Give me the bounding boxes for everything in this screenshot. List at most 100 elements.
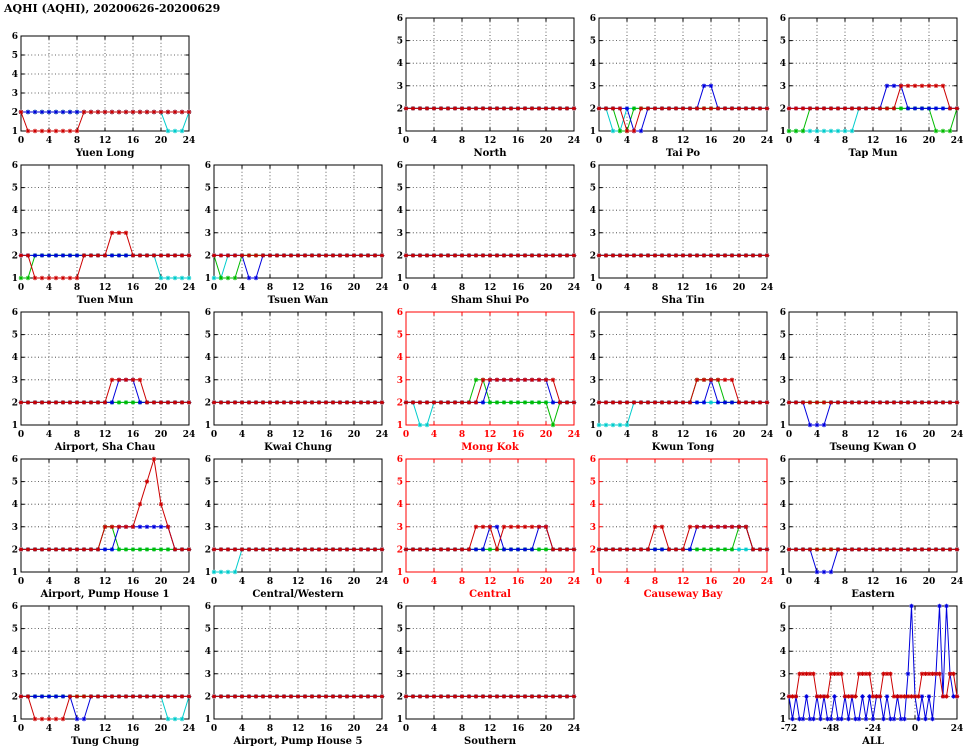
svg-text:16: 16	[127, 724, 140, 734]
svg-text:20: 20	[348, 283, 361, 293]
svg-text:3: 3	[12, 376, 18, 386]
svg-text:6: 6	[780, 308, 786, 318]
svg-text:Kwai Chung: Kwai Chung	[264, 442, 332, 453]
svg-text:3: 3	[205, 523, 211, 533]
svg-text:Tseung Kwan O: Tseung Kwan O	[830, 442, 917, 453]
svg-text:8: 8	[459, 283, 465, 293]
svg-text:12: 12	[484, 283, 497, 293]
svg-text:20: 20	[155, 430, 168, 440]
svg-text:6: 6	[590, 161, 596, 171]
svg-text:12: 12	[677, 283, 690, 293]
svg-text:2: 2	[12, 108, 18, 118]
svg-text:20: 20	[733, 577, 746, 587]
svg-text:24: 24	[183, 430, 196, 440]
svg-text:5: 5	[205, 478, 211, 488]
svg-text:0: 0	[18, 430, 24, 440]
svg-text:12: 12	[99, 430, 112, 440]
svg-text:16: 16	[320, 724, 333, 734]
svg-text:1: 1	[12, 568, 18, 578]
svg-text:8: 8	[842, 430, 848, 440]
svg-text:24: 24	[183, 724, 196, 734]
chart-airport-pump-house-1: 1 2 3 4 5 6 0 4 8 12 16 20 24 Airport, Pump House 1	[4, 454, 197, 601]
svg-text:3: 3	[205, 229, 211, 239]
svg-text:12: 12	[292, 724, 305, 734]
chart-mong-kok: 1 2 3 4 5 6 0 4 8 12 16 20 24 Mong Kok	[389, 307, 582, 454]
svg-text:8: 8	[459, 136, 465, 146]
svg-text:0: 0	[596, 577, 602, 587]
svg-text:1: 1	[397, 568, 403, 578]
chart-yuen-long: 1 2 3 4 5 6 0 4 8 12 16 20 24 Yuen Long	[4, 13, 197, 160]
svg-text:5: 5	[780, 331, 786, 341]
svg-text:3: 3	[590, 376, 596, 386]
svg-text:5: 5	[780, 37, 786, 47]
svg-text:5: 5	[12, 51, 18, 61]
svg-text:20: 20	[923, 577, 936, 587]
chart-sham-shui-po: 1 2 3 4 5 6 0 4 8 12 16 20 24 Sham Shui Po	[389, 160, 582, 307]
svg-text:6: 6	[12, 455, 18, 465]
svg-text:20: 20	[540, 724, 553, 734]
chart-sha-tin: 1 2 3 4 5 6 0 4 8 12 16 20 24 Sha Tin	[582, 160, 775, 307]
svg-text:4: 4	[239, 283, 245, 293]
svg-text:8: 8	[74, 430, 80, 440]
svg-text:1: 1	[780, 715, 786, 725]
svg-text:4: 4	[431, 283, 437, 293]
svg-text:5: 5	[590, 331, 596, 341]
svg-text:4: 4	[205, 500, 211, 510]
svg-text:8: 8	[459, 430, 465, 440]
svg-text:2: 2	[590, 251, 596, 261]
svg-text:24: 24	[951, 430, 964, 440]
svg-text:16: 16	[705, 136, 718, 146]
svg-text:4: 4	[12, 500, 18, 510]
svg-text:16: 16	[512, 283, 525, 293]
svg-text:4: 4	[239, 430, 245, 440]
svg-text:-24: -24	[865, 724, 881, 734]
svg-text:1: 1	[397, 421, 403, 431]
svg-text:6: 6	[12, 602, 18, 612]
svg-text:5: 5	[397, 37, 403, 47]
chart-southern: 1 2 3 4 5 6 0 4 8 12 16 20 24 Southern	[389, 601, 582, 748]
svg-text:5: 5	[397, 184, 403, 194]
svg-text:16: 16	[320, 430, 333, 440]
svg-text:24: 24	[376, 577, 389, 587]
chart-tung-chung: 1 2 3 4 5 6 0 4 8 12 16 20 24 Tung Chung	[4, 601, 197, 748]
svg-text:2: 2	[397, 398, 403, 408]
svg-text:2: 2	[397, 251, 403, 261]
svg-text:4: 4	[780, 59, 786, 69]
svg-text:0: 0	[211, 577, 217, 587]
svg-text:12: 12	[292, 283, 305, 293]
svg-text:2: 2	[12, 692, 18, 702]
svg-text:12: 12	[484, 577, 497, 587]
svg-text:6: 6	[12, 32, 18, 42]
svg-text:16: 16	[705, 283, 718, 293]
svg-text:20: 20	[540, 283, 553, 293]
svg-text:20: 20	[923, 430, 936, 440]
svg-text:8: 8	[842, 136, 848, 146]
svg-text:6: 6	[590, 455, 596, 465]
chart-tseung-kwan-o: 1 2 3 4 5 6 0 4 8 12 16 20 24 Tseung Kwan O	[772, 307, 965, 454]
svg-text:5: 5	[590, 37, 596, 47]
svg-text:0: 0	[596, 136, 602, 146]
svg-text:6: 6	[780, 14, 786, 24]
svg-text:1: 1	[590, 274, 596, 284]
svg-text:3: 3	[780, 670, 786, 680]
svg-text:1: 1	[397, 715, 403, 725]
svg-text:ALL: ALL	[861, 736, 884, 747]
svg-text:4: 4	[624, 430, 630, 440]
svg-text:12: 12	[867, 577, 880, 587]
svg-text:16: 16	[895, 577, 908, 587]
svg-text:5: 5	[12, 184, 18, 194]
svg-text:3: 3	[397, 523, 403, 533]
svg-text:20: 20	[155, 136, 168, 146]
svg-text:Sham Shui Po: Sham Shui Po	[451, 295, 529, 306]
svg-text:4: 4	[12, 353, 18, 363]
svg-text:3: 3	[397, 229, 403, 239]
svg-text:3: 3	[205, 670, 211, 680]
svg-text:16: 16	[127, 283, 140, 293]
svg-text:4: 4	[431, 136, 437, 146]
svg-text:4: 4	[205, 353, 211, 363]
svg-text:Airport, Pump House 1: Airport, Pump House 1	[39, 589, 169, 600]
svg-text:20: 20	[348, 430, 361, 440]
svg-text:20: 20	[155, 577, 168, 587]
